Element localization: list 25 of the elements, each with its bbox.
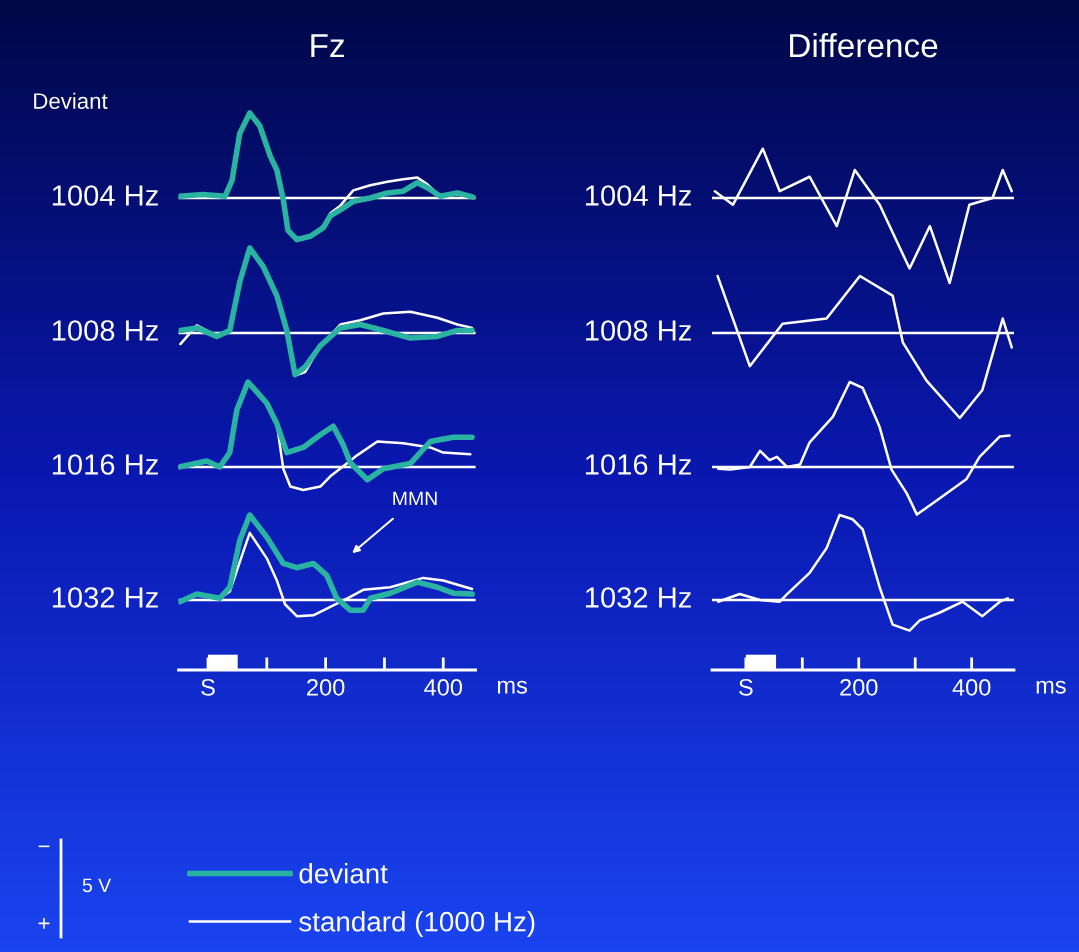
y-axis-title: 1004 Hz <box>585 185 691 206</box>
x-tick-label: 400 <box>424 678 463 696</box>
x-tick-label: S <box>201 678 215 696</box>
x-tick-label: 400 <box>952 678 991 696</box>
y-axis-title: 1016 Hz <box>52 454 158 475</box>
y-axis-title: 1032 Hz <box>52 587 158 608</box>
x-tick-label: 200 <box>840 678 878 696</box>
text: MMN <box>393 491 437 506</box>
text: Deviant <box>34 92 108 109</box>
y-axis-title: 1004 Hz <box>52 185 158 206</box>
y-axis-title: 1032 Hz <box>585 587 691 608</box>
y-axis-title: 1016 Hz <box>585 454 691 475</box>
chart-title: Fz <box>311 34 344 58</box>
chart-title: Difference <box>790 32 938 58</box>
x-axis-title: ms <box>1036 680 1066 694</box>
text: 5 V <box>82 878 112 893</box>
legend-label: deviant <box>299 863 388 884</box>
text: + <box>38 917 50 929</box>
y-axis-title: 1008 Hz <box>52 320 158 341</box>
text: − <box>38 845 50 848</box>
x-tick-label: 200 <box>307 678 345 696</box>
y-axis-title: 1008 Hz <box>585 320 691 341</box>
x-tick-label: S <box>739 678 753 696</box>
legend-label: standard (1000 Hz) <box>299 911 535 937</box>
x-axis-title: ms <box>497 680 528 694</box>
